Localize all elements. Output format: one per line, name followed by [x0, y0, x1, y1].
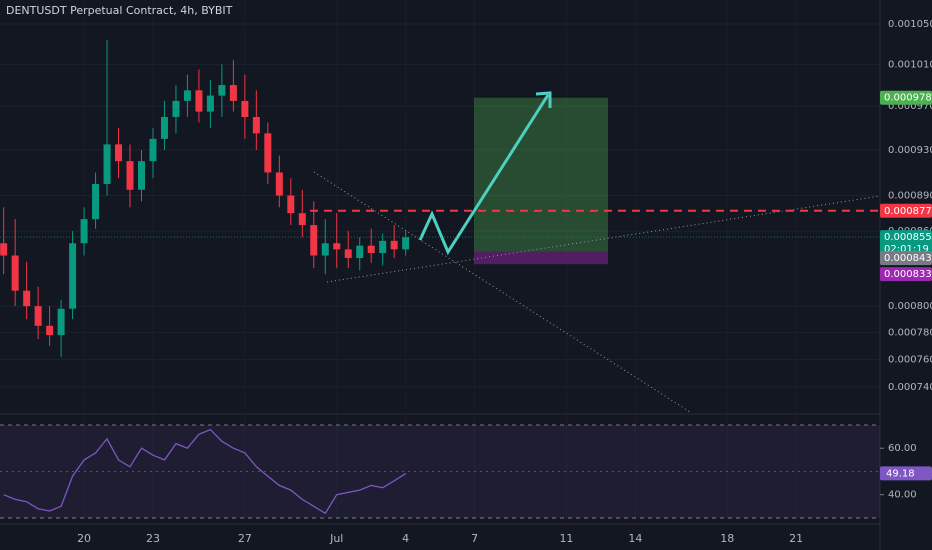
candle-body	[195, 90, 203, 112]
drawings	[0, 91, 881, 413]
candle-body	[287, 195, 295, 214]
y-tick-label: 0.000930	[888, 145, 932, 156]
price-label: 0.000978	[884, 93, 932, 104]
x-tick-label: 20	[77, 532, 91, 545]
y-tick-label: 0.000740	[888, 382, 932, 393]
x-tick-label: 14	[628, 532, 642, 545]
rsi-value-label: 49.18	[886, 468, 915, 479]
candle-body	[137, 161, 145, 190]
candle-body	[367, 245, 375, 254]
candle-body	[241, 100, 249, 117]
rsi-pane: 60.00 40.00 49.18	[0, 424, 932, 519]
candle-body	[69, 243, 77, 309]
candle-body	[298, 213, 306, 226]
candle-body	[390, 240, 398, 250]
candle-body	[80, 219, 88, 244]
price-label-box	[880, 203, 932, 218]
candle-body	[115, 144, 123, 162]
rsi-value-box	[880, 466, 932, 481]
candle-body	[149, 138, 157, 162]
candle-body	[23, 290, 31, 307]
x-tick-label: 11	[559, 532, 573, 545]
y-tick-label: 0.000970	[888, 101, 932, 112]
candle-body	[0, 243, 8, 256]
x-tick-label: 18	[720, 532, 734, 545]
price-label: 0.000855	[884, 232, 932, 243]
y-tick-label: 0.001010	[888, 59, 932, 70]
candle-body	[218, 85, 226, 96]
candle-body	[103, 144, 111, 184]
candle-body	[333, 243, 341, 250]
price-label: 0.000843	[884, 253, 932, 264]
candle-body	[46, 325, 54, 336]
candle-body	[34, 306, 42, 326]
x-tick-label: 4	[402, 532, 409, 545]
chart-title: DENTUSDT Perpetual Contract, 4h, BYBIT	[6, 4, 233, 17]
candle-body	[206, 95, 214, 112]
x-tick-label: 7	[471, 532, 478, 545]
price-label: 0.000877	[884, 206, 932, 217]
candle-body	[126, 161, 134, 190]
candle-body	[310, 225, 318, 256]
axes: 0.001050 0.001010 0.000970 0.000930 0.000890…	[77, 19, 932, 545]
candle-body	[321, 243, 329, 256]
y-tick-label: 0.001050	[888, 19, 932, 30]
candle-body	[356, 245, 364, 259]
stop-zone	[474, 251, 608, 265]
projection-arrow	[418, 94, 550, 256]
price-label-box	[880, 90, 932, 105]
candle-body	[92, 183, 100, 220]
price-label: 0.000833	[884, 269, 932, 280]
price-label-box	[880, 251, 932, 266]
x-tick-label: 27	[238, 532, 252, 545]
candles	[0, 39, 410, 357]
candle-body	[252, 116, 260, 134]
rsi-tick-label: 60.00	[888, 443, 917, 454]
candle-body	[229, 85, 237, 101]
candle-body	[160, 116, 168, 139]
rsi-line	[3, 428, 407, 515]
candle-body	[172, 100, 180, 117]
candle-body	[275, 172, 283, 196]
candle-body	[11, 255, 19, 291]
y-tick-label: 0.000760	[888, 354, 932, 365]
arrow-head	[535, 91, 552, 108]
candle-body	[379, 240, 387, 254]
x-tick-label: 21	[789, 532, 803, 545]
candle-body	[183, 90, 191, 101]
y-tick-label: 0.000780	[888, 327, 932, 338]
candle-body	[57, 308, 65, 336]
price-label-box	[880, 267, 932, 282]
rsi-tick-label: 40.00	[888, 490, 917, 501]
y-tick-label: 0.000800	[888, 301, 932, 312]
countdown: 02:01:19	[884, 244, 929, 255]
x-tick-label: Jul	[329, 532, 343, 545]
target-zone	[474, 97, 608, 252]
price-label-box	[880, 230, 932, 257]
candle-body	[264, 133, 272, 173]
candle-body	[344, 249, 352, 259]
candle-body	[402, 237, 410, 250]
grid	[0, 23, 880, 388]
y-tick-label: 0.000890	[888, 191, 932, 202]
x-tick-label: 23	[146, 532, 160, 545]
